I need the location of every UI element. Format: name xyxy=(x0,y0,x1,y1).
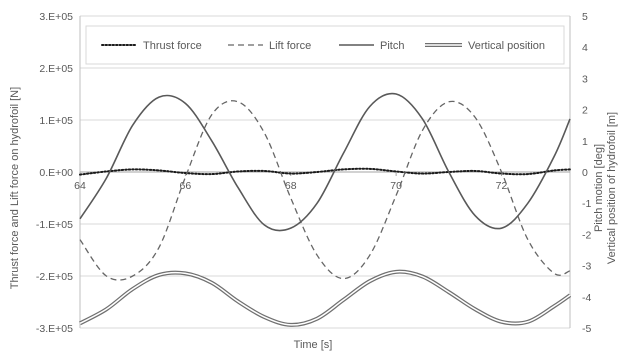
legend-box xyxy=(85,25,565,65)
series-line-lift-force xyxy=(79,100,571,281)
y-right-tick-label: 0 xyxy=(582,167,588,179)
y-right-tick-label: -5 xyxy=(582,323,591,335)
series-line-thrust-force xyxy=(79,167,571,176)
left-axis-ticks: 3.E+05 2.E+05 1.E+05 0.E+00 -1.E+05 -2.E+05 -3… xyxy=(36,11,73,335)
x-tick-label: 68 xyxy=(285,180,297,192)
x-tick-label: 70 xyxy=(390,180,402,192)
legend-label-thrust-force: Thrust force xyxy=(143,40,202,52)
x-tick-label: 72 xyxy=(496,180,508,192)
right-axis-ticks: 5 4 3 2 1 0 -1 -2 -3 -4 -5 xyxy=(582,11,591,335)
y-left-tick-label: -2.E+05 xyxy=(36,271,73,283)
y-right-tick-label: 3 xyxy=(582,73,588,85)
y-right-tick-label: -4 xyxy=(582,292,591,304)
y-left-tick-label: 3.E+05 xyxy=(39,11,73,23)
y-left-tick-label: 2.E+05 xyxy=(39,63,73,75)
legend-label-lift-force: Lift force xyxy=(269,40,311,52)
y-axis-label-right-pitch: Pitch motion [deg] xyxy=(593,144,605,232)
series-layer xyxy=(79,92,572,327)
series-line-vertical-position-inner xyxy=(79,270,571,326)
y-left-tick-label: -1.E+05 xyxy=(36,219,73,231)
y-right-tick-label: -3 xyxy=(582,261,591,273)
y-left-tick-label: 1.E+05 xyxy=(39,115,73,127)
y-right-tick-label: -2 xyxy=(582,229,591,241)
y-right-tick-label: 5 xyxy=(582,11,588,23)
y-axis-label-left: Thrust force and Lift force on hydrofoil… xyxy=(9,87,21,289)
y-right-tick-label: -1 xyxy=(582,198,591,210)
x-axis-label: Time [s] xyxy=(294,339,333,351)
y-right-tick-label: 4 xyxy=(582,42,588,54)
legend: Thrust force Lift force Pitch Vertical posi… xyxy=(85,25,565,65)
y-right-tick-label: 2 xyxy=(582,105,588,117)
y-axis-label-right-vertical: Vertical position of hydrofoil [m] xyxy=(606,112,618,264)
y-left-tick-label: -3.E+05 xyxy=(36,323,73,335)
y-right-tick-label: 1 xyxy=(582,136,588,148)
x-tick-label: 66 xyxy=(180,180,192,192)
legend-label-vertical-position: Vertical position xyxy=(468,40,545,52)
y-left-tick-label: 0.E+00 xyxy=(39,167,73,179)
series-line-pitch xyxy=(79,92,571,232)
x-tick-label: 64 xyxy=(74,180,86,192)
legend-label-pitch: Pitch xyxy=(380,40,404,52)
